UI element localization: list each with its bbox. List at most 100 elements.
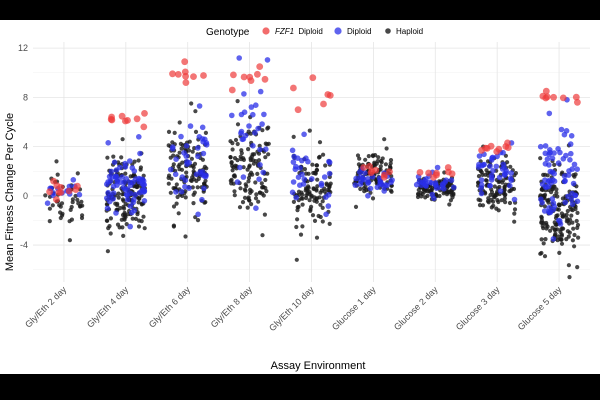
data-point: [437, 193, 442, 199]
data-point: [123, 201, 128, 206]
data-point: [192, 161, 198, 166]
data-point: [123, 176, 130, 182]
data-point: [492, 194, 497, 199]
data-point: [374, 161, 379, 166]
data-point: [373, 153, 378, 158]
data-point: [503, 200, 508, 205]
data-point: [383, 182, 389, 188]
legend-label-fzf1-gene: FZF1: [275, 27, 294, 36]
data-point: [488, 172, 495, 179]
data-point: [244, 184, 249, 189]
data-point: [261, 75, 269, 83]
data-point: [363, 157, 368, 162]
data-point: [120, 225, 125, 230]
data-point: [382, 137, 387, 142]
data-point: [497, 188, 504, 194]
data-point: [183, 143, 190, 149]
data-point: [320, 205, 325, 210]
data-point: [141, 110, 148, 117]
data-point: [320, 199, 325, 204]
data-point: [131, 168, 138, 174]
data-point: [492, 184, 497, 189]
data-point: [264, 142, 270, 147]
data-point: [256, 158, 262, 163]
data-point: [322, 189, 327, 194]
data-point: [386, 168, 393, 176]
data-point: [111, 154, 116, 159]
data-point: [296, 189, 302, 194]
data-point: [552, 162, 557, 167]
data-point: [239, 136, 246, 143]
data-point: [300, 202, 305, 207]
data-point: [434, 164, 441, 171]
data-point: [107, 224, 112, 229]
data-point: [171, 224, 176, 229]
data-point: [381, 188, 388, 194]
data-point: [451, 184, 457, 191]
data-point: [425, 169, 432, 177]
x-tick-label: Gly/Eth 2 day: [23, 284, 69, 330]
data-point: [248, 104, 255, 110]
data-point: [551, 178, 558, 184]
data-point: [321, 174, 328, 180]
data-point: [174, 182, 179, 187]
data-point: [570, 180, 577, 187]
data-point: [233, 137, 239, 143]
data-point: [556, 202, 562, 207]
data-point: [108, 216, 113, 221]
data-point: [485, 199, 491, 204]
data-point: [134, 183, 139, 189]
data-point: [232, 193, 237, 198]
data-point: [537, 143, 544, 150]
data-point: [105, 155, 110, 160]
data-point: [171, 204, 177, 209]
data-point: [246, 196, 251, 201]
data-point: [564, 212, 569, 217]
data-point: [575, 210, 580, 215]
data-point: [116, 191, 121, 196]
data-point: [567, 275, 572, 280]
data-point: [318, 182, 325, 189]
data-point: [366, 154, 371, 159]
data-point: [66, 183, 73, 190]
data-point: [310, 162, 315, 167]
data-point: [543, 93, 551, 101]
data-point: [317, 195, 322, 200]
data-point: [487, 142, 495, 150]
data-point: [318, 202, 323, 207]
data-point: [132, 159, 137, 164]
data-point: [261, 111, 267, 118]
data-point: [291, 134, 296, 139]
data-point: [558, 229, 563, 234]
data-point: [575, 222, 581, 228]
data-point: [76, 191, 83, 198]
data-point: [570, 208, 575, 213]
data-point: [167, 173, 172, 178]
data-point: [111, 159, 118, 166]
data-point: [139, 219, 144, 224]
data-point: [255, 171, 260, 176]
data-point: [495, 198, 500, 203]
data-point: [558, 126, 565, 133]
data-point: [490, 168, 496, 174]
data-point: [388, 179, 394, 186]
data-point: [253, 102, 259, 108]
data-point: [501, 171, 508, 177]
data-point: [383, 162, 388, 167]
data-point: [108, 168, 115, 175]
data-point: [166, 129, 172, 134]
data-point: [550, 225, 555, 230]
data-point: [177, 150, 182, 155]
data-point: [550, 236, 557, 242]
data-point: [133, 115, 141, 123]
data-point: [563, 152, 569, 159]
data-point: [572, 232, 577, 238]
data-point: [190, 73, 197, 80]
data-point: [246, 73, 254, 81]
data-point: [541, 208, 548, 214]
data-point: [300, 192, 305, 197]
data-point: [318, 190, 323, 195]
data-point: [253, 196, 259, 201]
data-point: [564, 219, 569, 224]
data-point: [173, 189, 179, 195]
